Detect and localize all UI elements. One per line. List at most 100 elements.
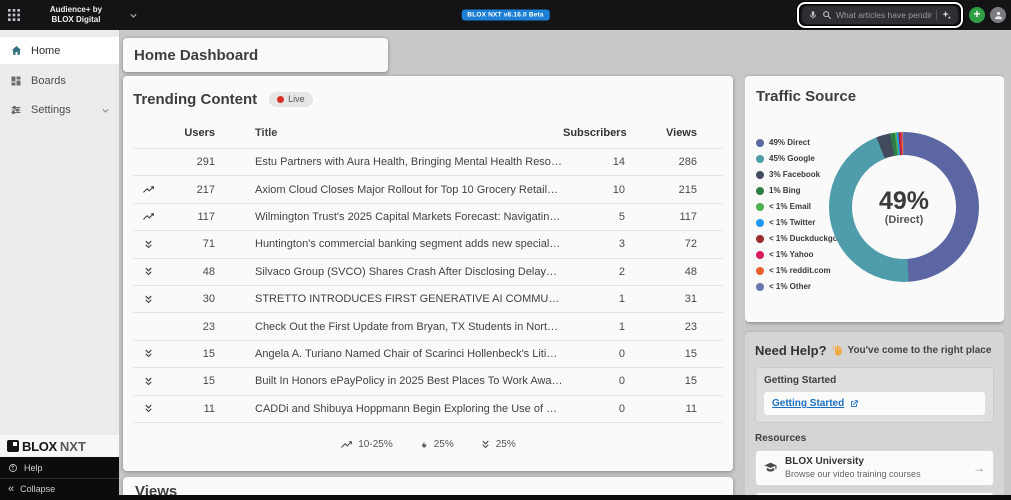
subscribers-value: 2 [618, 265, 625, 278]
table-row[interactable]: 117 Wilmington Trust's 2025 Capital Marke… [133, 202, 723, 230]
article-title[interactable]: Check Out the First Update from Bryan, T… [255, 320, 563, 333]
ai-sparkle-icon[interactable] [941, 10, 952, 21]
article-title[interactable]: Wilmington Trust's 2025 Capital Markets … [255, 210, 563, 223]
search-input[interactable] [836, 10, 932, 20]
views-value: 215 [678, 183, 697, 196]
subscribers-value: 1 [618, 320, 625, 333]
users-value: 48 [202, 265, 215, 278]
apps-grid-button[interactable] [0, 0, 28, 30]
legend-item[interactable]: < 1% Email [756, 202, 838, 211]
live-dot-icon [277, 95, 285, 103]
bottom-bar [0, 495, 1011, 500]
views-value: 286 [678, 156, 697, 169]
getting-started-heading: Getting Started [764, 375, 837, 386]
table-row[interactable]: 30 STRETTO INTRODUCES FIRST GENERATIVE AI… [133, 284, 723, 312]
legend-item[interactable]: 45% Google [756, 154, 838, 163]
app-title-line1: Audience+ by [49, 4, 103, 14]
legend-label: 10-25% [358, 439, 393, 451]
column-header-views: Views [666, 127, 697, 139]
app-title-line2: BLOX Digital [51, 15, 101, 24]
table-row[interactable]: 217 Axiom Cloud Closes Major Rollout for … [133, 175, 723, 202]
legend-label: < 1% Other [769, 282, 812, 291]
help-button[interactable]: Help [0, 457, 119, 479]
mic-icon[interactable] [808, 10, 818, 20]
trend-down-icon [133, 294, 163, 305]
legend-color-dot [756, 266, 764, 275]
resource-blox-university[interactable]: BLOX University Browse our video trainin… [755, 450, 994, 486]
users-value: 15 [202, 375, 215, 388]
table-row[interactable]: 23 Check Out the First Update from Bryan,… [133, 312, 723, 339]
article-title[interactable]: Silvaco Group (SVCO) Shares Crash After … [255, 265, 563, 278]
legend-color-dot [756, 154, 764, 163]
trend-up-icon [340, 438, 353, 451]
trend-legend: 10-25% 25% 25% [133, 421, 723, 467]
legend-item[interactable]: 1% Bing [756, 186, 838, 195]
article-title[interactable]: Huntington's commercial banking segment … [255, 238, 563, 251]
legend-hot: 25% [419, 439, 454, 451]
legend-label: 3% Facebook [769, 170, 821, 179]
getting-started-link-row[interactable]: Getting Started [764, 392, 985, 415]
flame-icon [419, 439, 429, 451]
legend-label: 25% [495, 439, 516, 451]
topbar: Audience+ by BLOX Digital BLOX NXT v8.16… [0, 0, 1011, 30]
legend-item[interactable]: < 1% Duckduckgo [756, 234, 838, 243]
legend-item[interactable]: 3% Facebook [756, 170, 838, 179]
article-title[interactable]: STRETTO INTRODUCES FIRST GENERATIVE AI C… [255, 293, 563, 306]
add-button[interactable]: + [969, 7, 985, 23]
users-value: 117 [197, 210, 215, 223]
collapse-icon: « [8, 482, 15, 495]
views-value: 31 [684, 293, 697, 306]
chevron-down-icon[interactable] [129, 11, 138, 20]
sidebar-item-boards[interactable]: Boards [0, 69, 119, 93]
sliders-icon [9, 104, 23, 116]
table-header: Users Title Subscribers Views [133, 118, 723, 148]
legend-item[interactable]: < 1% reddit.com [756, 266, 838, 275]
table-row[interactable]: 291 Estu Partners with Aura Health, Bring… [133, 148, 723, 175]
users-value: 217 [196, 183, 215, 196]
traffic-source-card: Traffic Source 49% Direct 45% Google 3% Fa… [745, 76, 1004, 322]
person-icon [993, 10, 1004, 21]
resource-description: Browse our video training courses [785, 468, 921, 479]
search-bar[interactable] [802, 6, 958, 24]
column-header-subscribers: Subscribers [563, 127, 627, 139]
article-title[interactable]: Axiom Cloud Closes Major Rollout for Top… [255, 183, 563, 196]
blox-nxt-logo: BLOX NXT [0, 435, 119, 457]
article-title[interactable]: Estu Partners with Aura Health, Bringing… [255, 156, 563, 169]
external-link-icon [849, 399, 859, 409]
donut-center-value: 49% [878, 186, 930, 215]
sidebar-item-settings[interactable]: Settings [0, 98, 119, 122]
legend-item[interactable]: < 1% Yahoo [756, 250, 838, 259]
getting-started-link[interactable]: Getting Started [772, 398, 845, 409]
views-value: 72 [684, 238, 697, 251]
table-row[interactable]: 48 Silvaco Group (SVCO) Shares Crash Afte… [133, 257, 723, 285]
views-value: 23 [684, 320, 697, 333]
trend-up-icon [133, 210, 163, 223]
legend-label: < 1% Twitter [769, 218, 816, 227]
sidebar-item-home[interactable]: Home [0, 37, 119, 64]
table-row[interactable]: 15 Built In Honors ePayPolicy in 2025 Bes… [133, 367, 723, 394]
resource-title: BLOX University [785, 456, 864, 467]
trend-down-icon [133, 403, 163, 414]
collapse-button[interactable]: « Collapse [0, 479, 119, 499]
live-badge: Live [269, 91, 313, 107]
trending-header: Trending Content Live [133, 88, 723, 110]
article-title[interactable]: Angela A. Turiano Named Chair of Scarinc… [255, 347, 563, 360]
table-row[interactable]: 11 CADDi and Shibuya Hoppmann Begin Explo… [133, 394, 723, 422]
users-value: 11 [203, 402, 215, 415]
legend-label: 1% Bing [769, 186, 801, 195]
graduation-cap-icon [764, 461, 777, 474]
double-down-icon [480, 439, 491, 450]
sidebar-item-label: Settings [31, 104, 71, 116]
getting-started-box: Getting Started Getting Started [755, 367, 994, 423]
trend-up-icon [133, 183, 163, 196]
resource-texts: BLOX University Browse our video trainin… [785, 456, 965, 480]
article-title[interactable]: Built In Honors ePayPolicy in 2025 Best … [255, 375, 563, 388]
table-row[interactable]: 15 Angela A. Turiano Named Chair of Scari… [133, 339, 723, 367]
legend-color-dot [756, 186, 764, 195]
legend-item[interactable]: < 1% Other [756, 282, 838, 291]
legend-item[interactable]: 49% Direct [756, 138, 838, 147]
legend-item[interactable]: < 1% Twitter [756, 218, 838, 227]
table-row[interactable]: 71 Huntington's commercial banking segmen… [133, 230, 723, 257]
avatar[interactable] [990, 7, 1006, 23]
article-title[interactable]: CADDi and Shibuya Hoppmann Begin Explori… [255, 402, 563, 415]
